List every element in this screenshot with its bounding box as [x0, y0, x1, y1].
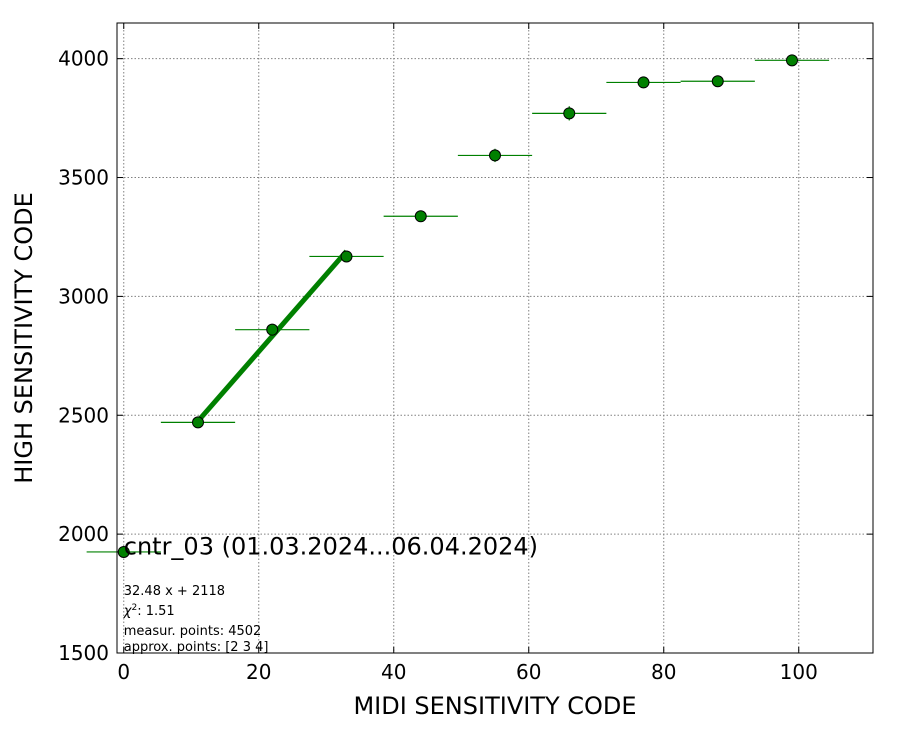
data-point: [563, 107, 576, 120]
data-point: [192, 416, 204, 429]
x-tick-label: 40: [381, 660, 406, 684]
x-tick-label: 60: [516, 660, 541, 684]
fit-line: [196, 249, 349, 423]
data-point: [266, 323, 279, 336]
chi2-symbol: χ: [123, 604, 133, 619]
data-point: [340, 250, 353, 263]
plot-frame: [116, 22, 874, 654]
y-tick-label: 2000: [58, 522, 109, 546]
x-tick-label: 80: [651, 660, 676, 684]
x-tick-label: 0: [117, 660, 130, 684]
y-axis-label: HIGH SENSITIVITY CODE: [10, 192, 38, 484]
chi2-value: 1.51: [146, 604, 175, 619]
chi2-colon: :: [137, 604, 146, 619]
y-tick-label: 4000: [58, 47, 109, 71]
data-point: [489, 149, 501, 162]
data-point: [711, 75, 724, 88]
data-point: [637, 76, 650, 89]
data-point: [117, 545, 130, 558]
data-points-layer: [117, 54, 798, 558]
chi2-exponent: 2: [131, 603, 137, 613]
y-tick-label: 3500: [58, 166, 109, 190]
ticks-layer: 0 20 40 60 80 100 1500 2000 2500 3000 3500 4000: [58, 23, 873, 684]
error-bars-layer: [86, 56, 830, 554]
chart-annotation-title: cntr_03 (01.03.2024...06.04.2024): [124, 532, 538, 560]
y-tick-label: 1500: [58, 641, 109, 665]
fit-line-layer: [196, 249, 349, 423]
data-point: [414, 210, 427, 223]
x-axis-label: MIDI SENSITIVITY CODE: [353, 692, 636, 720]
x-tick-label: 100: [780, 660, 818, 684]
fit-equation-label: 32.48 x + 2118: [124, 584, 225, 599]
chi2-label: χ2: 1.51: [123, 603, 175, 619]
approx-points-label: approx. points: [2 3 4]: [124, 640, 269, 655]
data-point: [786, 54, 798, 67]
measur-points-label: measur. points: 4502: [124, 624, 262, 639]
x-tick-label: 20: [246, 660, 271, 684]
y-tick-label: 3000: [58, 284, 109, 308]
y-tick-label: 2500: [58, 403, 109, 427]
